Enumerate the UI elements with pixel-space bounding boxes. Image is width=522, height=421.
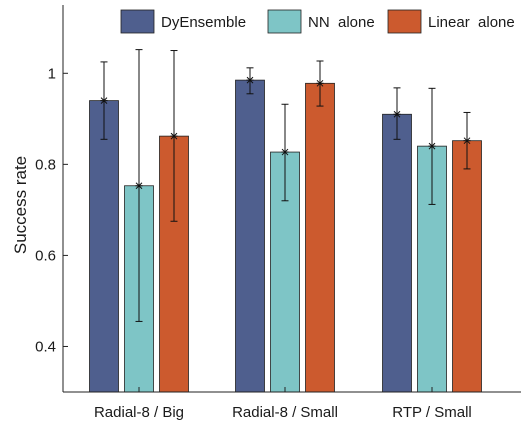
x-tick-label: Radial-8 / Big [94, 404, 184, 421]
bar [89, 100, 119, 393]
mean-marker [135, 182, 143, 190]
mean-marker [393, 110, 401, 118]
y-tick-label: 0.8 [35, 156, 56, 173]
mean-marker [281, 148, 289, 156]
mean-marker [100, 97, 108, 105]
y-tick-label: 1 [48, 65, 56, 82]
bar [305, 82, 335, 393]
mean-marker [246, 76, 254, 84]
y-tick-label: 0.6 [35, 247, 56, 264]
mean-marker [316, 79, 324, 87]
bar [382, 113, 412, 393]
axes-layer: 0.4 0.6 0.8 1 Radial-8 / Big Radial-8 / Small… [35, 5, 521, 421]
legend-swatch [267, 9, 302, 34]
legend-swatch [387, 9, 422, 34]
legend-label: NN alone [308, 14, 375, 31]
bar [235, 79, 265, 393]
legend-swatch [120, 9, 155, 34]
x-tick-label: RTP / Small [392, 404, 471, 421]
bar [452, 140, 482, 393]
legend: DyEnsemble NN alone Linear alone [120, 9, 515, 34]
legend-label: Linear alone [428, 14, 515, 31]
error-bars-layer [100, 49, 471, 322]
legend-label: DyEnsemble [161, 14, 246, 31]
mean-marker [428, 142, 436, 150]
y-axis-label: Success rate [11, 156, 30, 254]
y-tick-label: 0.4 [35, 338, 56, 355]
mean-marker [170, 132, 178, 140]
mean-marker [463, 137, 471, 145]
x-tick-label: Radial-8 / Small [232, 404, 338, 421]
